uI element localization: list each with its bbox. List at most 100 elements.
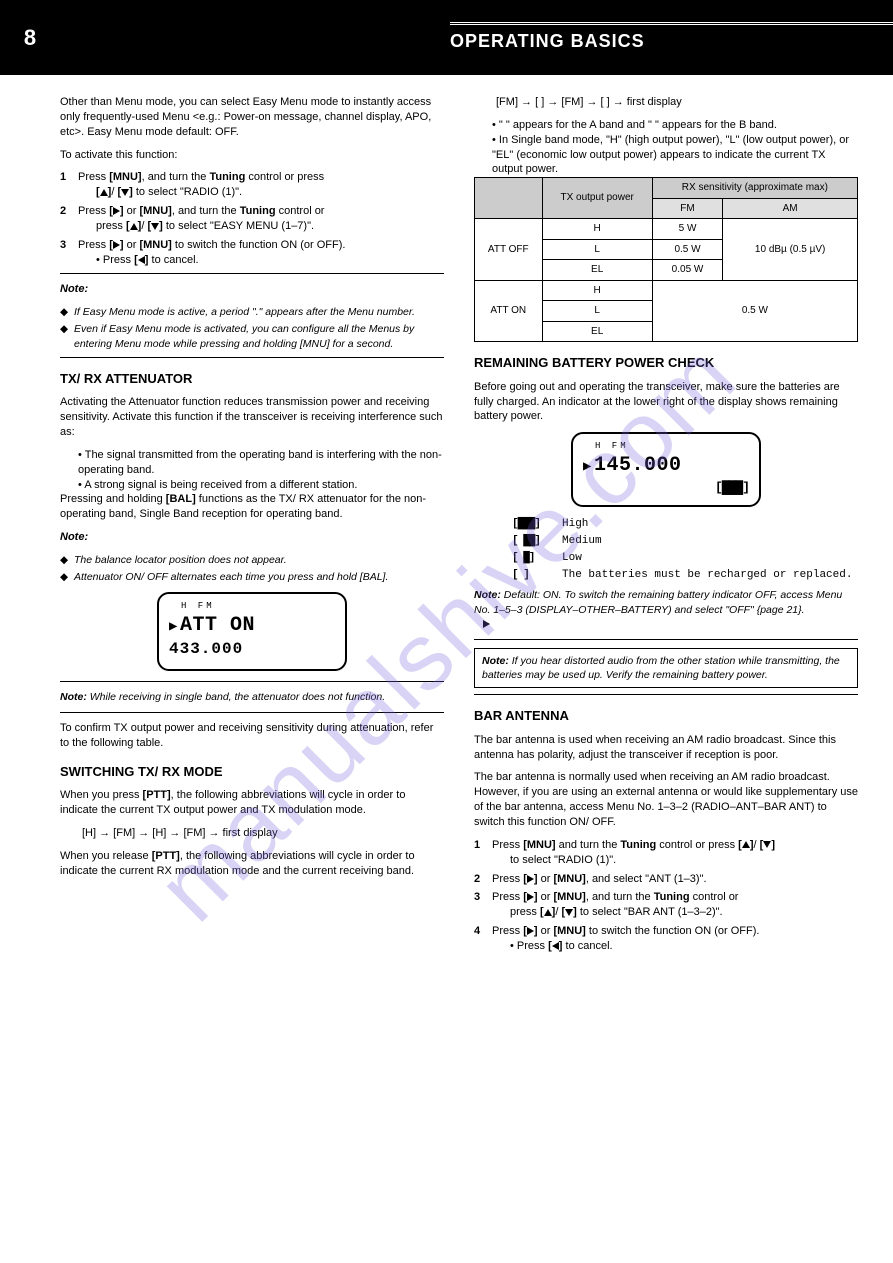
left-icon [552,942,559,950]
right-column: [FM] → [ ] → [FM] → [ ] → first display … [474,95,858,958]
divider [60,712,444,713]
batt-p: Before going out and operating the trans… [474,380,858,425]
battery-levels: [███]High [ ██]Medium [ █]Low [ ]The bat… [474,517,858,582]
section-battery: REMAINING BATTERY POWER CHECK [474,354,858,372]
divider [60,357,444,358]
step-3: Press [] or [MNU], and turn the Tuning c… [474,890,858,920]
note-item: Attenuator ON/ OFF alternates each time … [60,570,444,584]
lcd-top: H FM [169,600,335,612]
section-switching: SWITCHING TX/ RX MODE [60,763,444,781]
up-icon [742,841,750,848]
step-text: Press [] or [MNU], and turn the Tuning c… [492,891,738,903]
right-icon [527,927,534,935]
step-4: Press [] or [MNU] to switch the function… [474,924,858,954]
batt-label: The batteries must be recharged or repla… [562,568,852,583]
note-text: While receiving in single band, the atte… [90,691,385,703]
battery-icon-high: [███] [512,517,552,532]
batt-level: [███] High [512,517,858,532]
step-2: Press [] or [MNU], and turn the Tuning c… [60,204,444,234]
batt-level: [ ██]Medium [512,534,858,549]
lcd-main-text: 145.000 [594,454,682,477]
lcd-main: ▶145.000 [583,452,749,479]
tx-att-final: To confirm TX output power and receiving… [60,721,444,751]
note-item: The balance locator position does not ap… [60,553,444,567]
right-icon [113,207,120,215]
note-item: If Easy Menu mode is active, a period ".… [60,305,444,319]
switch-p2: When you release [PTT], the following ab… [60,849,444,879]
down-icon [151,223,159,230]
lcd-display-batt: H FM ▶145.000 [███] [571,432,761,507]
note-label: Note: [60,531,88,543]
bar-p2: The bar antenna is normally used when re… [474,770,858,829]
divider [60,273,444,274]
batt-level: [ ]The batteries must be recharged or re… [512,568,858,583]
cell: 0.5 W [652,280,857,342]
batt-note: Note: Default: ON. To switch the remaini… [474,588,858,631]
down-icon [121,189,129,196]
step-cont: press []/ [] to select "BAR ANT (1–3–2)"… [492,906,723,918]
table-row: ATT ON H 0.5 W [475,280,858,301]
tx-att-bullets: The signal transmitted from the operatin… [60,448,444,493]
bullet-item: A strong signal is being received from a… [78,478,444,493]
easy-menu-steps: Press [MNU], and turn the Tuning control… [60,170,444,267]
step-1: Press [MNU], and turn the Tuning control… [60,170,444,200]
rx-note-item: " " appears for the A band and " " appea… [492,118,858,133]
cell: L [542,301,652,322]
lcd-main-text: ATT ON [180,614,255,637]
note-box: Note: If you hear distorted audio from t… [474,648,858,688]
right-icon [527,875,534,883]
cell: 10 dBµ (0.5 µV) [723,219,858,281]
intro-paragraph: Other than Menu mode, you can select Eas… [60,95,444,140]
tx-att-notes: The balance locator position does not ap… [60,553,444,584]
batt-label: High [562,517,588,532]
step-text: Press [] or [MNU] to switch the function… [492,925,759,937]
right-icon [527,893,534,901]
divider [474,639,858,640]
note-label: Note: [60,691,87,703]
lcd-sub: 433.000 [169,639,335,661]
cell: L [542,239,652,260]
right-icon [483,620,490,628]
step-sub: Press [] to cancel. [492,939,858,954]
divider [474,694,858,695]
note-item: Even if Easy Menu mode is activated, you… [60,322,444,350]
lcd-main: ▶ATT ON [169,612,335,639]
rx-seq: [FM] → [ ] → [FM] → [ ] → first display [474,95,858,110]
cell-atton: ATT ON [475,280,543,342]
th-rx: RX sensitivity (approximate max) [652,178,857,199]
table-header: TX output power RX sensitivity (approxim… [475,178,858,199]
up-icon [100,189,108,196]
tx-att-intro: Activating the Attenuator function reduc… [60,395,444,440]
note-label: Note: [60,283,88,295]
rx-note-item: In Single band mode, "H" (high output po… [492,133,858,178]
left-column: Other than Menu mode, you can select Eas… [60,95,444,958]
cell: H [542,280,652,301]
battery-icon-medium: [ ██] [512,534,552,549]
cell: H [542,219,652,240]
note-text: Default: ON. To switch the remaining bat… [474,589,842,629]
step-3: Press [] or [MNU] to switch the function… [60,238,444,268]
batt-label: Low [562,551,582,566]
cell: 0.5 W [652,239,723,260]
step-text: Press [MNU], and turn the Tuning control… [78,171,324,183]
note-box-text: If you hear distorted audio from the oth… [482,655,840,681]
cell-attoff: ATT OFF [475,219,543,281]
table-row: ATT OFF H 5 W 10 dBµ (0.5 µV) [475,219,858,240]
step-sub-item: Press [] to cancel. [96,253,444,268]
tx-att-action: Pressing and holding [BAL] functions as … [60,492,444,522]
easy-menu-notes: If Easy Menu mode is active, a period ".… [60,305,444,351]
step-1: Press [MNU] and turn the Tuning control … [474,838,858,868]
bar-p1: The bar antenna is used when receiving a… [474,733,858,763]
left-icon [138,256,145,264]
lcd-cursor-icon: ▶ [169,618,178,637]
step-cont: to select "RADIO (1)". [492,854,616,866]
page-header: 8 OPERATING BASICS [0,0,893,75]
step-cont: press []/ [] to select "EASY MENU (1–7)"… [78,220,314,232]
intro-activate: To activate this function: [60,148,444,163]
th-fm: FM [652,198,723,219]
section-tx-att: TX/ RX ATTENUATOR [60,370,444,388]
down-icon [763,841,771,848]
bullet-item: The signal transmitted from the operatin… [78,448,444,478]
th-am: AM [723,198,858,219]
switch-p1: When you press [PTT], the following abbr… [60,788,444,818]
